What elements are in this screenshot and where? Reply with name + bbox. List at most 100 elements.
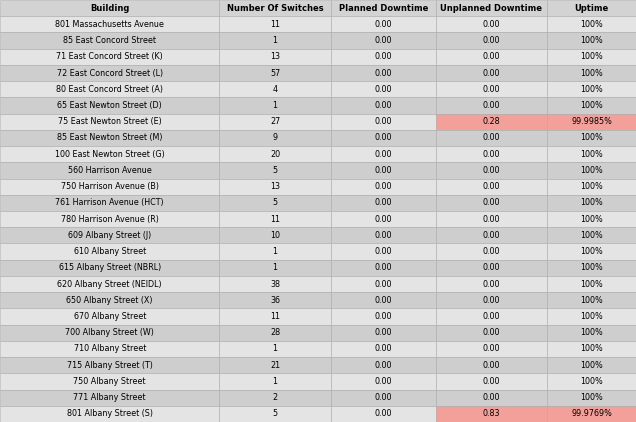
Text: 0.00: 0.00 bbox=[483, 393, 500, 402]
Bar bbox=[0, 81, 219, 97]
Bar bbox=[547, 325, 636, 341]
Bar bbox=[219, 49, 331, 65]
Bar bbox=[219, 195, 331, 211]
Bar bbox=[436, 97, 547, 114]
Bar bbox=[547, 276, 636, 292]
Text: 0.83: 0.83 bbox=[483, 409, 500, 418]
Bar bbox=[219, 276, 331, 292]
Bar bbox=[436, 357, 547, 373]
Bar bbox=[0, 195, 219, 211]
Bar bbox=[547, 49, 636, 65]
Text: 0.00: 0.00 bbox=[483, 377, 500, 386]
Bar bbox=[0, 114, 219, 130]
Text: 20: 20 bbox=[270, 150, 280, 159]
Bar bbox=[436, 308, 547, 325]
Bar bbox=[331, 130, 436, 146]
Text: 1: 1 bbox=[273, 101, 277, 110]
Bar bbox=[0, 243, 219, 260]
Bar bbox=[0, 341, 219, 357]
Text: 0.00: 0.00 bbox=[483, 101, 500, 110]
Bar bbox=[331, 81, 436, 97]
Bar bbox=[219, 0, 331, 16]
Bar bbox=[436, 211, 547, 227]
Bar bbox=[219, 32, 331, 49]
Bar bbox=[331, 373, 436, 390]
Text: 0.00: 0.00 bbox=[375, 296, 392, 305]
Text: 715 Albany Street (T): 715 Albany Street (T) bbox=[67, 361, 153, 370]
Text: 650 Albany Street (X): 650 Albany Street (X) bbox=[66, 296, 153, 305]
Text: 615 Albany Street (NBRL): 615 Albany Street (NBRL) bbox=[59, 263, 161, 272]
Text: 0.00: 0.00 bbox=[375, 231, 392, 240]
Bar bbox=[547, 406, 636, 422]
Text: 0.00: 0.00 bbox=[483, 36, 500, 45]
Text: 100%: 100% bbox=[580, 393, 603, 402]
Bar bbox=[219, 390, 331, 406]
Bar bbox=[436, 341, 547, 357]
Bar bbox=[219, 146, 331, 162]
Text: 100%: 100% bbox=[580, 361, 603, 370]
Text: 11: 11 bbox=[270, 20, 280, 29]
Bar bbox=[0, 373, 219, 390]
Bar bbox=[547, 292, 636, 308]
Text: 99.9769%: 99.9769% bbox=[571, 409, 612, 418]
Text: 5: 5 bbox=[272, 409, 278, 418]
Bar bbox=[436, 81, 547, 97]
Text: 100%: 100% bbox=[580, 377, 603, 386]
Bar bbox=[436, 130, 547, 146]
Text: 0.00: 0.00 bbox=[375, 263, 392, 272]
Text: 11: 11 bbox=[270, 215, 280, 224]
Text: 38: 38 bbox=[270, 279, 280, 289]
Text: 4: 4 bbox=[273, 85, 277, 94]
Text: 100 East Newton Street (G): 100 East Newton Street (G) bbox=[55, 150, 165, 159]
Text: 801 Massachusetts Avenue: 801 Massachusetts Avenue bbox=[55, 20, 164, 29]
Text: Building: Building bbox=[90, 4, 129, 13]
Bar bbox=[547, 130, 636, 146]
Bar bbox=[547, 227, 636, 243]
Bar bbox=[331, 97, 436, 114]
Text: 700 Albany Street (W): 700 Albany Street (W) bbox=[66, 328, 154, 337]
Text: 11: 11 bbox=[270, 312, 280, 321]
Bar bbox=[219, 179, 331, 195]
Bar bbox=[219, 341, 331, 357]
Bar bbox=[547, 65, 636, 81]
Bar bbox=[547, 97, 636, 114]
Bar bbox=[331, 16, 436, 32]
Bar bbox=[547, 179, 636, 195]
Bar bbox=[331, 195, 436, 211]
Bar bbox=[436, 32, 547, 49]
Text: 0.00: 0.00 bbox=[483, 279, 500, 289]
Text: 28: 28 bbox=[270, 328, 280, 337]
Bar bbox=[436, 16, 547, 32]
Text: 21: 21 bbox=[270, 361, 280, 370]
Text: 100%: 100% bbox=[580, 85, 603, 94]
Bar bbox=[219, 65, 331, 81]
Bar bbox=[331, 227, 436, 243]
Text: 100%: 100% bbox=[580, 215, 603, 224]
Bar bbox=[436, 243, 547, 260]
Text: Unplanned Downtime: Unplanned Downtime bbox=[440, 4, 543, 13]
Bar bbox=[436, 179, 547, 195]
Text: 710 Albany Street: 710 Albany Street bbox=[74, 344, 146, 354]
Bar bbox=[0, 406, 219, 422]
Text: 99.9985%: 99.9985% bbox=[571, 117, 612, 126]
Text: 0.00: 0.00 bbox=[375, 68, 392, 78]
Bar bbox=[547, 162, 636, 179]
Bar bbox=[219, 357, 331, 373]
Text: 80 East Concord Street (A): 80 East Concord Street (A) bbox=[56, 85, 163, 94]
Bar bbox=[0, 390, 219, 406]
Text: 771 Albany Street: 771 Albany Street bbox=[74, 393, 146, 402]
Text: 801 Albany Street (S): 801 Albany Street (S) bbox=[67, 409, 153, 418]
Text: 0.00: 0.00 bbox=[375, 377, 392, 386]
Bar bbox=[436, 195, 547, 211]
Text: 100%: 100% bbox=[580, 231, 603, 240]
Text: 0.00: 0.00 bbox=[483, 182, 500, 191]
Bar bbox=[436, 325, 547, 341]
Text: 0.00: 0.00 bbox=[375, 312, 392, 321]
Text: 72 East Concord Street (L): 72 East Concord Street (L) bbox=[57, 68, 163, 78]
Bar bbox=[547, 146, 636, 162]
Bar bbox=[331, 179, 436, 195]
Bar bbox=[331, 211, 436, 227]
Bar bbox=[219, 114, 331, 130]
Text: 100%: 100% bbox=[580, 150, 603, 159]
Bar bbox=[331, 65, 436, 81]
